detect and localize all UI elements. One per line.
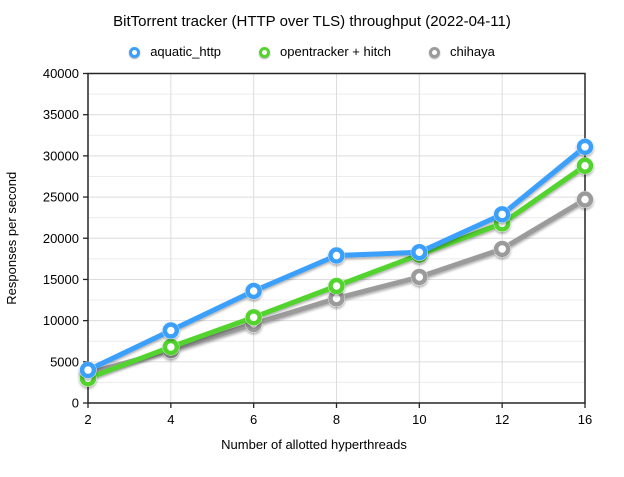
data-point-marker xyxy=(576,138,594,156)
x-axis-tick-label: 4 xyxy=(167,412,174,427)
data-point-marker xyxy=(162,322,180,339)
x-axis-title: Number of allotted hyperthreads xyxy=(221,437,407,452)
series-ring-marker-icon xyxy=(259,46,271,58)
x-axis-tick-label: 12 xyxy=(495,412,509,427)
tick-labels: 0 5000 10000 15000 20000 25000 30000 35000 40000… xyxy=(43,66,592,427)
x-axis-tick-label: 10 xyxy=(412,412,426,427)
legend-item-aquatic-http: aquatic_http xyxy=(129,45,221,59)
chart-title: BitTorrent tracker (HTTP over TLS) throu… xyxy=(113,13,511,30)
x-axis-tick-label: 16 xyxy=(578,412,592,427)
data-point-marker xyxy=(411,268,428,286)
y-axis-tick-label: 5000 xyxy=(50,354,79,369)
data-point-marker xyxy=(576,157,594,175)
y-axis-tick-label: 25000 xyxy=(43,190,79,205)
legend-item-opentracker-hitch: opentracker + hitch xyxy=(259,45,391,59)
legend-label: aquatic_http xyxy=(150,44,222,59)
data-point-marker xyxy=(245,282,262,300)
y-axis-title: Responses per second xyxy=(4,172,19,305)
x-axis-tick-label: 6 xyxy=(250,412,257,427)
y-axis-tick-label: 30000 xyxy=(43,148,79,163)
legend-label: opentracker + hitch xyxy=(280,44,391,59)
series-ring-marker-icon xyxy=(129,46,141,58)
series-ring-marker-icon xyxy=(428,46,440,58)
data-point-marker xyxy=(493,240,511,258)
legend-item-chihaya: chihaya xyxy=(428,44,495,59)
y-axis-tick-label: 35000 xyxy=(43,107,79,122)
data-point-marker xyxy=(162,338,180,356)
legend-label: chihaya xyxy=(449,44,495,59)
data-point-marker xyxy=(493,206,511,223)
y-axis-tick-label: 10000 xyxy=(43,313,79,328)
y-axis-tick-label: 20000 xyxy=(43,231,79,246)
y-axis-tick-label: 0 xyxy=(72,396,79,411)
data-point-marker xyxy=(79,361,97,379)
chart-legend: aquatic_http opentracker + hitch chihaya xyxy=(0,44,624,60)
x-axis-tick-label: 2 xyxy=(84,412,91,427)
data-point-marker xyxy=(576,191,594,208)
data-point-marker xyxy=(245,309,262,326)
x-axis-tick-label: 8 xyxy=(333,412,340,427)
y-axis-tick-label: 15000 xyxy=(43,272,79,287)
data-point-marker xyxy=(328,277,345,295)
series-aquatic-http xyxy=(79,138,594,379)
data-point-marker xyxy=(411,244,428,261)
y-axis-tick-label: 40000 xyxy=(43,66,79,81)
data-point-marker xyxy=(328,247,345,264)
axes xyxy=(83,72,586,408)
